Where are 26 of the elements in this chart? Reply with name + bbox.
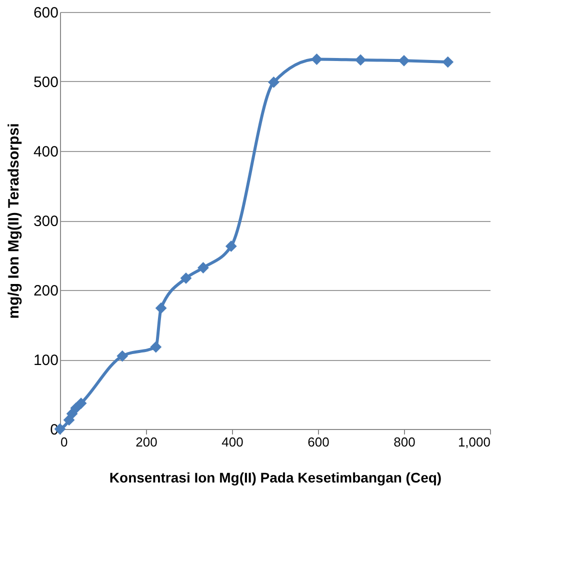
x-tick-label: 800 xyxy=(394,434,416,450)
y-tick-label: 100 xyxy=(33,352,58,369)
y-tick-label: 300 xyxy=(33,213,58,230)
y-tick-label: 200 xyxy=(33,282,58,300)
point xyxy=(398,54,410,66)
point xyxy=(225,240,237,252)
point xyxy=(150,341,162,353)
x-tick-label: 200 xyxy=(136,434,158,450)
point xyxy=(311,54,322,65)
x-axis-title: Konsentrasi Ion Mg(II) Pada Kesetimbangan (Ceq) xyxy=(109,470,442,486)
point xyxy=(442,56,454,68)
x-tick-label: 400 xyxy=(222,434,244,450)
y-tick-label: 400 xyxy=(33,144,58,160)
point xyxy=(197,262,209,274)
point xyxy=(116,350,128,362)
x-tick-label: 1,000 xyxy=(458,434,490,450)
point xyxy=(354,54,366,66)
x-tick-label: 0 xyxy=(60,434,68,450)
point xyxy=(75,398,87,409)
point xyxy=(180,272,192,284)
point xyxy=(155,302,167,314)
y-axis-title: mg/g Ion Mg(II) Teradsorpsi xyxy=(5,123,22,319)
y-tick-label: 600 xyxy=(33,4,58,22)
y-tick-label: 500 xyxy=(33,74,58,91)
point xyxy=(268,76,280,88)
x-tick-label: 600 xyxy=(308,434,330,450)
